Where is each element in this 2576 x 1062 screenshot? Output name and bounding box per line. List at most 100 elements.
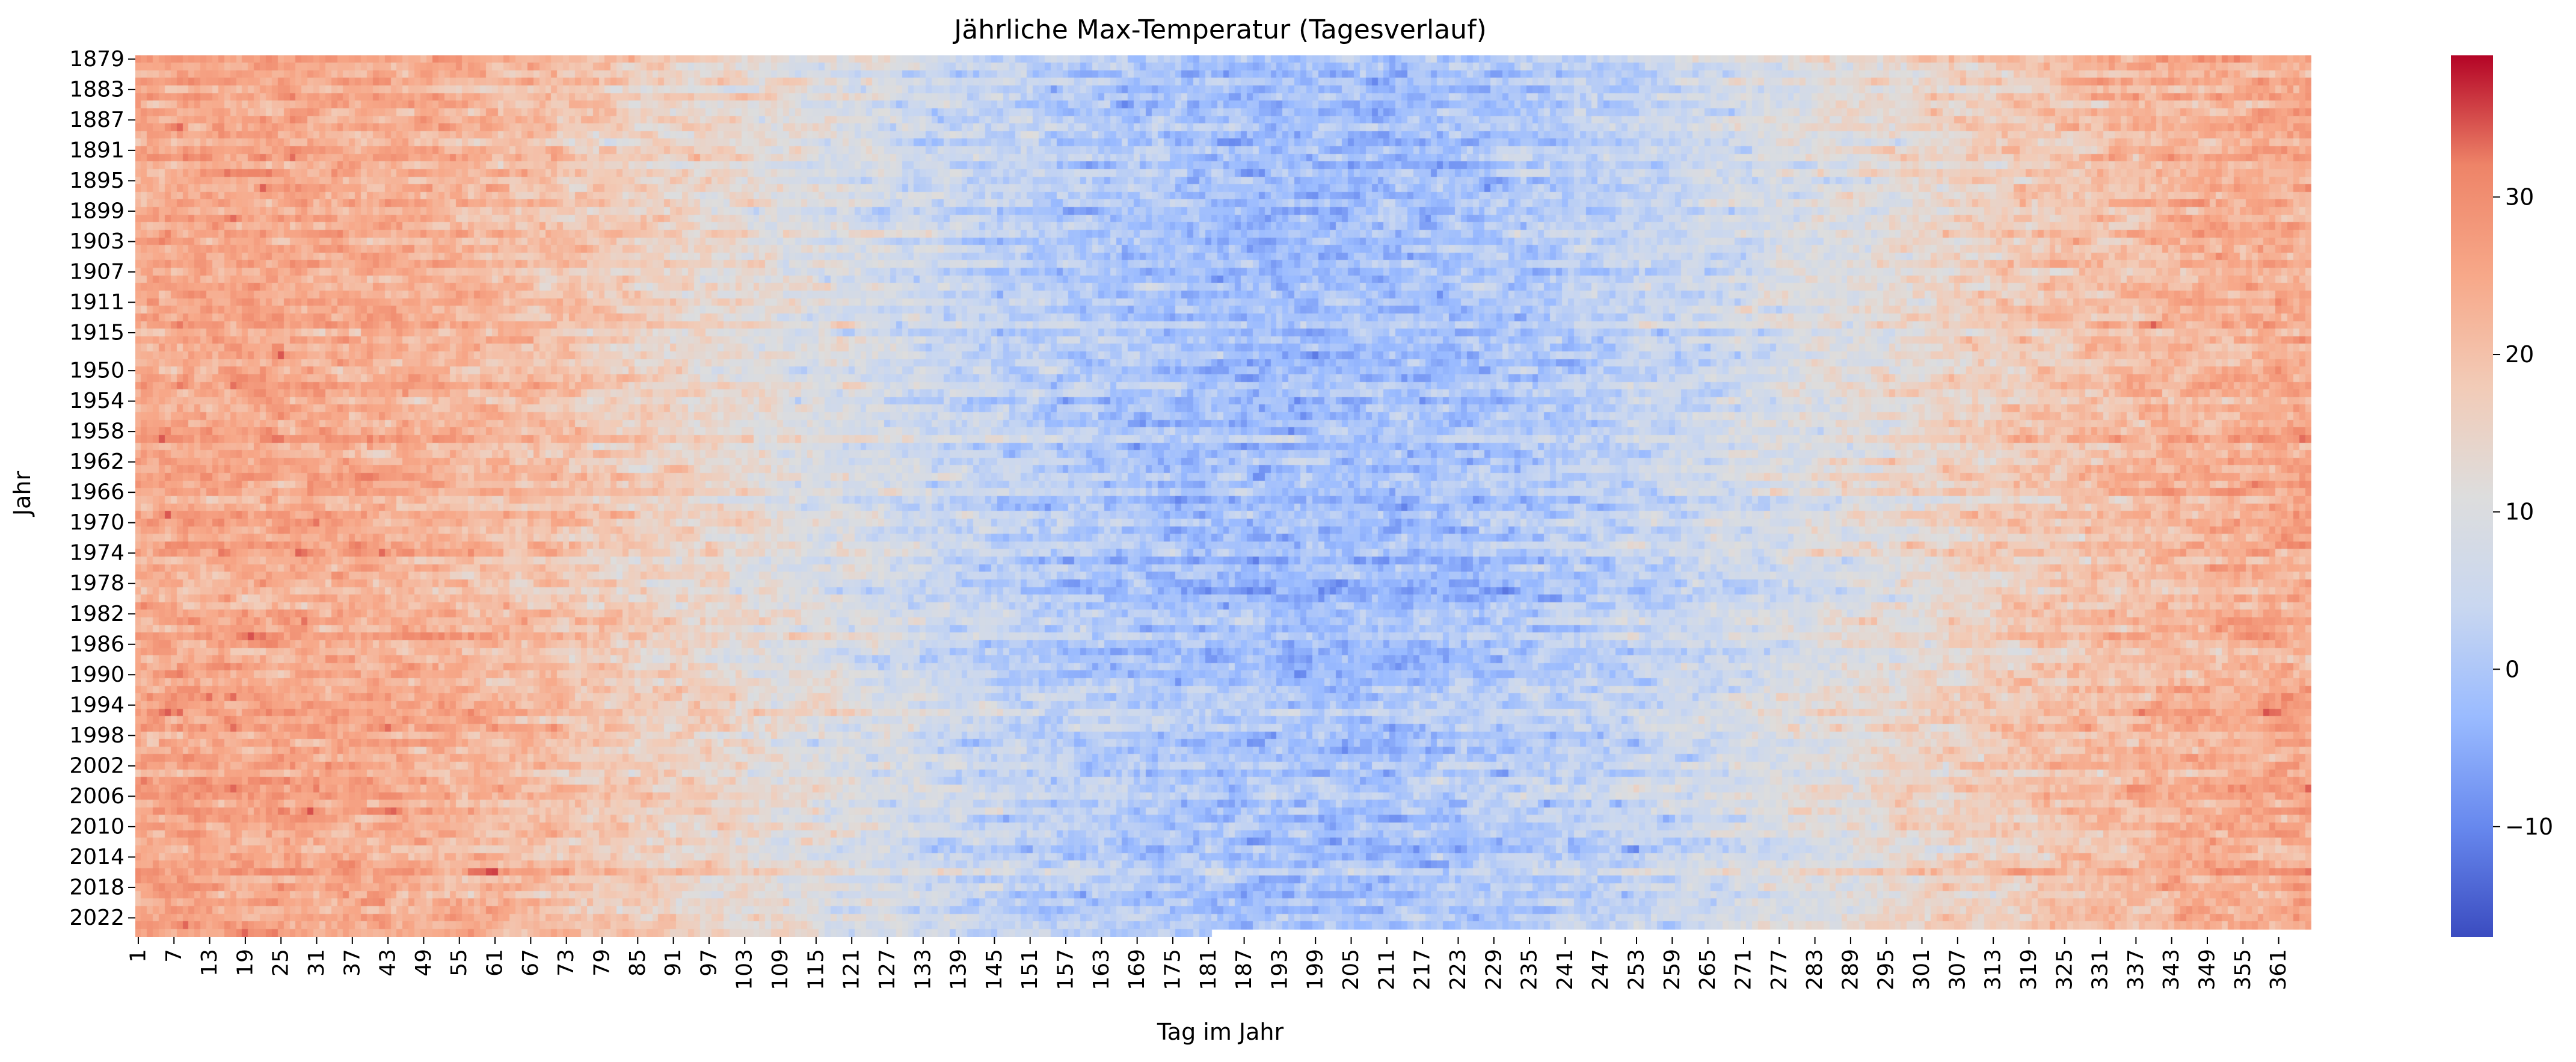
- x-tick-label: 91: [661, 949, 686, 977]
- x-tick-label: 163: [1089, 949, 1114, 990]
- x-tick-label: 331: [2088, 949, 2113, 990]
- x-tick-label: 37: [340, 949, 364, 977]
- x-tick-label: 97: [696, 949, 721, 977]
- x-tick-label: 79: [589, 949, 614, 977]
- y-tick-label: 1958: [69, 419, 124, 444]
- y-tick-label: 1883: [69, 77, 124, 102]
- y-tick-label: 1895: [69, 168, 124, 193]
- chart-title: Jährliche Max-Temperatur (Tagesverlauf): [952, 14, 1486, 45]
- y-tick-label: 1990: [69, 662, 124, 687]
- x-tick-label: 205: [1339, 949, 1363, 990]
- y-tick-label: 1903: [69, 229, 124, 254]
- x-tick-label: 25: [269, 949, 294, 977]
- y-tick-label: 2014: [69, 845, 124, 869]
- x-tick-label: 301: [1910, 949, 1934, 990]
- x-tick-label: 109: [768, 949, 793, 990]
- x-tick-label: 307: [1945, 949, 1970, 990]
- x-tick-label: 265: [1695, 949, 1720, 990]
- y-tick-label: 1970: [69, 510, 124, 535]
- x-tick-label: 253: [1625, 949, 1649, 990]
- colorbar-tick-label: 0: [2505, 656, 2519, 682]
- y-tick-label: 1986: [69, 632, 124, 656]
- y-tick-label: 1899: [69, 199, 124, 223]
- y-tick-label: 1891: [69, 138, 124, 162]
- x-tick-label: 229: [1481, 949, 1506, 990]
- colorbar-ticks: −10 0 10 20 30: [2493, 184, 2553, 839]
- y-tick-label: 1962: [69, 449, 124, 474]
- y-tick-label: 1907: [69, 259, 124, 284]
- colorbar: [2451, 55, 2493, 937]
- x-tick-label: 259: [1660, 949, 1685, 990]
- x-tick-label: 289: [1838, 949, 1863, 990]
- x-tick-label: 115: [804, 949, 828, 990]
- x-tick-label: 157: [1054, 949, 1078, 990]
- x-tick-label: 217: [1410, 949, 1435, 990]
- y-tick-label: 2002: [69, 753, 124, 778]
- colorbar-tick-label: −10: [2505, 813, 2553, 840]
- x-tick-label: 67: [518, 949, 543, 977]
- x-tick-label: 13: [197, 949, 222, 977]
- x-tick-label: 103: [733, 949, 757, 990]
- x-tick-label: 355: [2231, 949, 2255, 990]
- y-tick-label: 1915: [69, 320, 124, 345]
- x-tick-label: 283: [1803, 949, 1827, 990]
- x-tick-label: 61: [483, 949, 508, 977]
- x-tick-label: 121: [840, 949, 864, 990]
- x-tick-label: 187: [1232, 949, 1256, 990]
- x-tick-label: 145: [982, 949, 1007, 990]
- y-tick-label: 2022: [69, 906, 124, 930]
- x-tick-label: 1: [126, 949, 150, 963]
- x-axis-ticks: 1 7 13 19 25 31 37 43 49 55 61 67 73 79 85 91 97 103 109 11…: [126, 937, 2291, 990]
- y-axis-ticks: 1879 1883 1887 1891 1895 1899 1903 1907 1911 1915…: [69, 47, 135, 930]
- x-tick-label: 43: [376, 949, 401, 977]
- x-tick-label: 223: [1446, 949, 1471, 990]
- x-tick-label: 313: [1981, 949, 2006, 990]
- x-tick-label: 247: [1588, 949, 1613, 990]
- colorbar-tick-label: 20: [2505, 341, 2534, 368]
- y-tick-label: 1911: [69, 290, 124, 315]
- y-tick-label: 2006: [69, 784, 124, 809]
- x-tick-label: 49: [411, 949, 436, 977]
- x-tick-label: 337: [2124, 949, 2148, 990]
- x-tick-label: 319: [2017, 949, 2041, 990]
- x-tick-label: 19: [233, 949, 257, 977]
- x-tick-label: 277: [1767, 949, 1792, 990]
- x-axis-label: Tag im Jahr: [1157, 1019, 1284, 1045]
- y-tick-label: 1879: [69, 47, 124, 72]
- x-tick-label: 241: [1553, 949, 1578, 990]
- x-tick-label: 55: [447, 949, 472, 977]
- y-tick-label: 1954: [69, 389, 124, 413]
- y-tick-label: 2010: [69, 814, 124, 839]
- x-tick-label: 133: [911, 949, 935, 990]
- x-tick-label: 127: [875, 949, 900, 990]
- x-tick-label: 175: [1160, 949, 1185, 990]
- x-tick-label: 7: [162, 949, 186, 963]
- x-tick-label: 211: [1374, 949, 1399, 990]
- colorbar-tick-label: 30: [2505, 184, 2534, 210]
- x-tick-label: 271: [1731, 949, 1756, 990]
- y-tick-label: 2018: [69, 875, 124, 900]
- heatmap-area: [135, 55, 2311, 937]
- x-tick-label: 151: [1018, 949, 1042, 990]
- y-tick-label: 1887: [69, 108, 124, 132]
- x-tick-label: 139: [947, 949, 971, 990]
- y-tick-label: 1998: [69, 723, 124, 748]
- x-tick-label: 169: [1125, 949, 1149, 990]
- y-tick-label: 1974: [69, 541, 124, 566]
- x-tick-label: 349: [2195, 949, 2220, 990]
- heatmap-canvas: [135, 55, 2311, 937]
- x-tick-label: 31: [304, 949, 329, 977]
- y-axis-label: Jahr: [9, 471, 35, 517]
- y-tick-label: 1950: [69, 359, 124, 383]
- y-tick-label: 1978: [69, 571, 124, 596]
- y-tick-label: 1994: [69, 693, 124, 717]
- x-tick-label: 295: [1874, 949, 1899, 990]
- x-tick-label: 235: [1517, 949, 1542, 990]
- x-tick-label: 181: [1196, 949, 1221, 990]
- x-tick-label: 73: [554, 949, 579, 977]
- x-tick-label: 325: [2052, 949, 2077, 990]
- x-tick-label: 199: [1303, 949, 1328, 990]
- y-tick-label: 1966: [69, 480, 124, 505]
- x-tick-label: 343: [2159, 949, 2184, 990]
